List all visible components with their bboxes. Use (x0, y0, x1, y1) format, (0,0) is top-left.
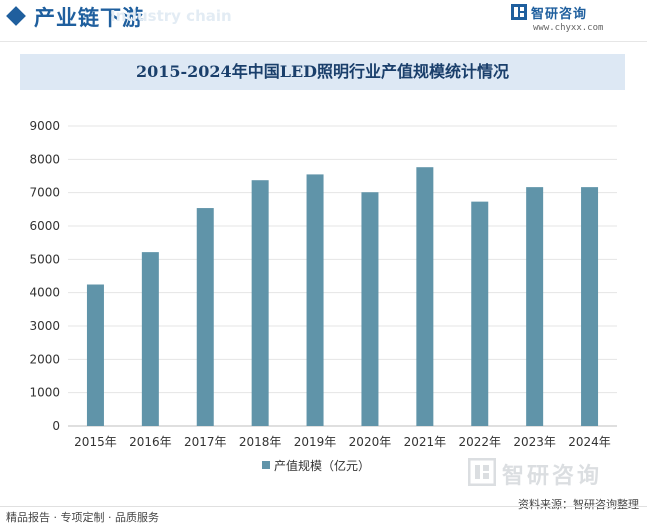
watermark-logo: 智研咨询 (467, 457, 638, 489)
bar[interactable] (471, 201, 489, 426)
bar[interactable] (361, 192, 379, 426)
watermark-text: 智研咨询 (502, 464, 603, 489)
y-tick-label: 7000 (29, 186, 60, 200)
x-tick-label: 2022年 (458, 435, 501, 449)
brand-logo[interactable]: 智研咨询 www.chyxx.com (509, 3, 639, 39)
y-tick-label: 3000 (29, 319, 60, 333)
x-tick-label: 2017年 (184, 435, 227, 449)
section-title: 产业链下游 (34, 6, 144, 30)
y-tick-label: 6000 (29, 219, 60, 233)
x-tick-label: 2016年 (129, 435, 172, 449)
x-tick-label: 2023年 (513, 435, 556, 449)
y-tick-label: 0 (52, 419, 60, 433)
legend-label: 产值规模（亿元） (274, 459, 371, 473)
diamond-icon (6, 6, 26, 26)
y-tick-label: 8000 (29, 152, 60, 166)
bar[interactable] (581, 187, 599, 426)
source-note: 资料来源：智研咨询整理 (518, 498, 639, 511)
y-tick-label: 2000 (29, 352, 60, 366)
chart-title: 2015-2024年中国LED照明行业产值规模统计情况 (135, 62, 510, 81)
x-tick-label: 2015年 (74, 435, 117, 449)
brand-url[interactable]: www.chyxx.com (533, 23, 604, 33)
x-tick-label: 2021年 (404, 435, 447, 449)
y-tick-label: 5000 (29, 252, 60, 266)
bar[interactable] (196, 208, 214, 426)
x-tick-label: 2019年 (294, 435, 337, 449)
bar[interactable] (86, 284, 104, 427)
brand-name: 智研咨询 (531, 7, 588, 22)
bar[interactable] (526, 187, 544, 426)
footer-divider (0, 506, 647, 507)
x-tick-label: 2018年 (239, 435, 282, 449)
bar[interactable] (416, 167, 434, 426)
page-header: 产业链下游 Industry chain 智研咨询 www.chyxx.com (0, 0, 647, 40)
bar[interactable] (306, 174, 324, 426)
bar[interactable] (141, 252, 159, 426)
chart-title-bar: 2015-2024年中国LED照明行业产值规模统计情况 (20, 54, 625, 90)
x-tick-label: 2020年 (349, 435, 392, 449)
y-tick-label: 1000 (29, 386, 60, 400)
header-divider (0, 41, 647, 42)
bar[interactable] (251, 180, 269, 426)
footer-slogan: 精品报告 · 专项定制 · 品质服务 (6, 511, 159, 524)
y-tick-label: 9000 (29, 119, 60, 133)
brand-logo-icon (511, 4, 527, 20)
watermark-logo-icon (467, 457, 497, 487)
x-tick-label: 2024年 (568, 435, 611, 449)
bar-chart: 0 1000 2000 3000 4000 5000 6000 7000 8000 9000 201… (29, 119, 617, 449)
section-title-en: Industry chain (110, 7, 232, 25)
y-tick-label: 4000 (29, 286, 60, 300)
legend-swatch (262, 461, 270, 469)
